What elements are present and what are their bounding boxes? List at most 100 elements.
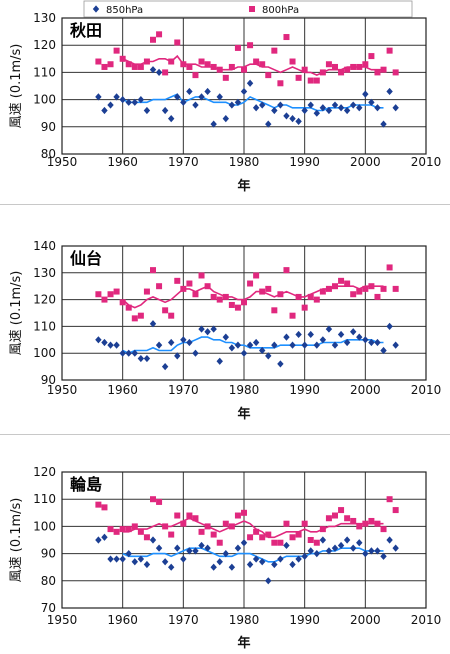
c2-point-850hpa	[119, 555, 126, 563]
c1-point-800hpa	[156, 283, 163, 290]
c2-point-800hpa	[368, 517, 375, 524]
c2-point-850hpa	[289, 560, 296, 569]
c0-point-800hpa	[368, 53, 375, 60]
c2-point-850hpa	[265, 577, 272, 585]
c0-point-850hpa	[155, 68, 163, 76]
c1-point-800hpa	[234, 304, 241, 311]
c1-point-800hpa	[271, 307, 278, 314]
c0-point-850hpa	[265, 120, 272, 128]
c0-point-850hpa	[337, 104, 345, 112]
c1-point-800hpa	[259, 288, 266, 295]
c1-point-800hpa	[216, 296, 223, 303]
c0-point-850hpa	[319, 104, 327, 112]
c1-xtick-label: 1970	[168, 383, 199, 397]
c2-point-800hpa	[271, 539, 278, 546]
legend-label-850hpa: 850hPa	[106, 5, 143, 16]
c2-point-850hpa	[137, 555, 145, 563]
c0-point-800hpa	[156, 31, 163, 38]
c2-point-800hpa	[210, 531, 217, 538]
c0-xtick-label: 2010	[411, 155, 442, 169]
c1-xtick-label: 2000	[350, 383, 381, 397]
c1-xtick-label: 1960	[107, 383, 138, 397]
c1-trend-line-800	[122, 285, 384, 309]
panel-divider	[0, 204, 450, 205]
c0-point-800hpa	[392, 69, 399, 76]
c2-point-800hpa	[222, 520, 229, 527]
c0-point-800hpa	[344, 66, 351, 73]
c1-point-850hpa	[131, 349, 138, 357]
panel-divider	[0, 434, 450, 435]
c1-point-850hpa	[374, 338, 381, 347]
c0-point-850hpa	[101, 106, 108, 115]
c0-point-850hpa	[343, 106, 351, 115]
c0-point-850hpa	[331, 101, 339, 109]
c1-point-850hpa	[301, 341, 308, 349]
c0-point-850hpa	[143, 106, 151, 115]
c2-point-850hpa	[259, 558, 266, 566]
c1-point-800hpa	[295, 293, 302, 300]
c2-point-850hpa	[325, 547, 333, 555]
c2-point-800hpa	[374, 520, 381, 527]
c0-xtick-label: 2000	[350, 155, 381, 169]
c1-point-800hpa	[222, 293, 229, 300]
c1-point-800hpa	[350, 291, 357, 298]
c1-point-800hpa	[325, 285, 332, 292]
c0-point-800hpa	[119, 55, 126, 62]
c0-point-850hpa	[374, 104, 381, 112]
c0-point-850hpa	[161, 106, 169, 115]
c0-point-800hpa	[210, 63, 217, 70]
c1-point-800hpa	[283, 267, 290, 274]
c0-point-800hpa	[380, 66, 387, 73]
c1-point-800hpa	[107, 291, 114, 298]
c1-point-800hpa	[168, 312, 175, 319]
c1-point-800hpa	[332, 283, 338, 290]
c2-point-800hpa	[325, 515, 332, 522]
c0-ytick-label: 110	[33, 65, 56, 79]
c2-yaxis-title: 風速 (0.1m/s)	[9, 498, 24, 583]
c2-point-850hpa	[101, 533, 108, 541]
c2-point-850hpa	[337, 541, 345, 550]
c2-point-850hpa	[392, 544, 399, 552]
c0-xtick-label: 1990	[289, 155, 320, 169]
c0-point-800hpa	[247, 42, 254, 49]
c1-point-850hpa	[277, 360, 284, 368]
c2-point-800hpa	[265, 531, 272, 538]
c2-point-850hpa	[95, 536, 102, 544]
c0-ytick-label: 90	[41, 120, 56, 134]
c2-point-800hpa	[174, 512, 181, 519]
c1-point-800hpa	[95, 291, 102, 298]
legend-marker-850hpa	[92, 5, 100, 13]
c2-point-800hpa	[168, 531, 175, 538]
c0-point-850hpa	[131, 98, 138, 106]
c2-point-850hpa	[380, 552, 387, 560]
c0-point-850hpa	[137, 96, 145, 104]
c0-point-800hpa	[338, 69, 345, 76]
c1-point-800hpa	[380, 285, 387, 292]
c0-point-800hpa	[125, 61, 132, 68]
c2-point-800hpa	[392, 507, 399, 514]
c0-point-800hpa	[332, 63, 338, 70]
c0-plot-frame	[61, 17, 427, 155]
c2-point-800hpa	[204, 523, 211, 530]
c2-point-800hpa	[180, 520, 187, 527]
c2-point-850hpa	[313, 550, 320, 558]
c1-point-800hpa	[125, 304, 132, 311]
c1-point-800hpa	[143, 288, 150, 295]
c0-point-850hpa	[380, 120, 387, 128]
c2-xtick-label: 1980	[229, 613, 260, 627]
c0-point-800hpa	[101, 63, 108, 70]
c1-trend-line-850	[122, 336, 384, 355]
c1-xtick-label: 1990	[289, 383, 320, 397]
c2-point-850hpa	[198, 541, 205, 550]
c0-trend-line-850	[122, 93, 384, 112]
c1-point-800hpa	[131, 315, 138, 322]
c1-point-850hpa	[362, 336, 369, 344]
c2-point-850hpa	[161, 558, 169, 566]
c2-ytick-label: 120	[33, 465, 56, 479]
c1-point-850hpa	[186, 338, 193, 347]
c2-point-850hpa	[107, 555, 114, 563]
c0-point-800hpa	[113, 47, 120, 54]
c1-xtick-label: 1950	[47, 383, 78, 397]
c2-point-800hpa	[150, 496, 156, 503]
c1-point-850hpa	[119, 349, 126, 357]
